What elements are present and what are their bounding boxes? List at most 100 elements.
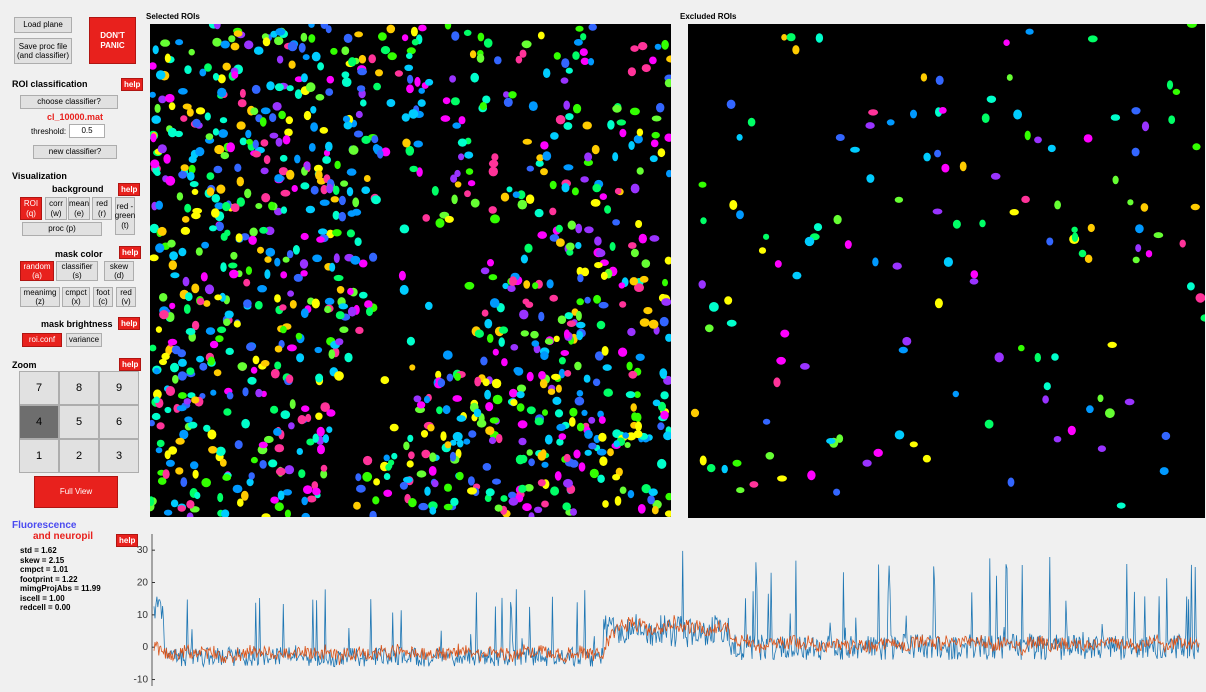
roi-mask — [1024, 130, 1031, 141]
roi-mask — [169, 251, 178, 261]
roi-mask — [1141, 121, 1150, 132]
zoom-key-9[interactable]: 9 — [99, 371, 139, 405]
roi-mask — [209, 340, 219, 349]
roi-mask — [209, 225, 217, 232]
roi-mask — [301, 496, 308, 506]
background-mean-button[interactable]: mean (e) — [68, 197, 90, 220]
mask-brightness-roiconf-button[interactable]: roi.conf — [22, 333, 62, 347]
roi-mask — [636, 167, 644, 175]
mask-color-help-button[interactable]: help — [119, 246, 142, 259]
roi-mask — [163, 154, 171, 164]
mask-color-random-button[interactable]: random (a) — [20, 261, 54, 281]
roi-mask — [326, 75, 335, 84]
roi-mask — [310, 122, 318, 132]
roi-mask — [485, 426, 495, 435]
roi-mask — [484, 494, 492, 503]
roi-mask — [308, 143, 316, 152]
load-plane-button[interactable]: Load plane — [14, 17, 72, 33]
roi-mask — [510, 344, 519, 351]
mask-brightness-help-button[interactable]: help — [118, 317, 141, 330]
roi-mask — [552, 396, 562, 405]
roi-mask — [305, 205, 316, 214]
background-help-button[interactable]: help — [118, 183, 141, 196]
roi-mask — [450, 174, 458, 183]
roi-mask — [280, 325, 287, 334]
roi-mask — [356, 484, 366, 493]
roi-mask — [865, 122, 875, 129]
roi-mask — [510, 399, 518, 406]
roi-mask — [183, 304, 191, 314]
zoom-key-7[interactable]: 7 — [19, 371, 59, 405]
roi-mask — [575, 310, 582, 321]
roi-mask — [328, 349, 336, 359]
roi-mask — [292, 245, 300, 255]
full-view-button[interactable]: Full View — [34, 476, 118, 508]
excluded-rois-image[interactable] — [688, 24, 1205, 518]
roi-mask — [575, 223, 583, 234]
selected-rois-image[interactable] — [150, 24, 671, 517]
background-roi-button[interactable]: ROI (q) — [20, 197, 42, 220]
save-proc-button[interactable]: Save proc file (and classifier) — [14, 38, 72, 64]
zoom-key-4[interactable]: 4 — [19, 405, 59, 439]
zoom-help-button[interactable]: help — [119, 358, 142, 371]
zoom-key-1[interactable]: 1 — [19, 439, 59, 473]
roi-mask — [179, 429, 189, 440]
roi-mask — [371, 195, 381, 205]
roi-mask — [250, 456, 258, 464]
mask-color-classifier-button[interactable]: classifier (s) — [56, 261, 98, 281]
mask-color-meanimg-button[interactable]: meanimg (z) — [20, 287, 60, 307]
roi-mask — [636, 128, 644, 137]
zoom-key-8[interactable]: 8 — [59, 371, 99, 405]
roi-mask — [180, 226, 191, 235]
mask-color-cmpct-button[interactable]: cmpct (x) — [62, 287, 90, 307]
background-proc-button[interactable]: proc (p) — [22, 222, 102, 236]
roi-mask — [625, 391, 636, 399]
roi-mask — [526, 165, 534, 172]
roi-mask — [348, 57, 357, 67]
roi-mask — [322, 155, 331, 164]
new-classifier-button[interactable]: new classifier? — [33, 145, 117, 159]
roi-mask — [1054, 200, 1061, 210]
threshold-input[interactable]: 0.5 — [69, 124, 105, 138]
roi-mask — [435, 218, 445, 228]
mask-color-foot-button[interactable]: foot (c) — [93, 287, 113, 307]
roi-mask — [333, 253, 340, 264]
roi-mask — [268, 459, 278, 468]
roi-mask — [275, 467, 286, 476]
background-corr-button[interactable]: corr (w) — [45, 197, 67, 220]
zoom-key-6[interactable]: 6 — [99, 405, 139, 439]
roi-mask — [154, 170, 161, 176]
roi-classification-help-button[interactable]: help — [121, 78, 144, 91]
trace-plot[interactable]: -10 0 10 20 30 — [120, 530, 1206, 690]
dont-panic-button[interactable]: DON'T PANIC — [89, 17, 136, 64]
roi-mask — [215, 446, 226, 456]
roi-mask — [850, 146, 860, 153]
roi-mask — [159, 293, 168, 302]
zoom-key-5[interactable]: 5 — [59, 405, 99, 439]
roi-mask — [223, 318, 231, 327]
roi-mask — [508, 91, 517, 99]
roi-mask — [356, 85, 366, 92]
zoom-key-2[interactable]: 2 — [59, 439, 99, 473]
roi-mask — [280, 206, 288, 214]
roi-mask — [220, 40, 230, 49]
background-red-button[interactable]: red (r) — [92, 197, 112, 220]
zoom-key-3[interactable]: 3 — [99, 439, 139, 473]
roi-mask — [600, 271, 608, 280]
mask-color-red-button[interactable]: red (v) — [116, 287, 136, 307]
roi-mask — [154, 103, 161, 113]
choose-classifier-button[interactable]: choose classifier? — [20, 95, 118, 109]
roi-mask — [201, 241, 209, 249]
roi-mask — [263, 155, 271, 165]
mask-color-skew-button[interactable]: skew (d) — [104, 261, 134, 281]
roi-mask — [300, 270, 308, 277]
trace-help-button[interactable]: help — [116, 534, 139, 547]
roi-mask — [474, 376, 482, 387]
mask-brightness-variance-button[interactable]: variance — [66, 333, 102, 347]
roi-mask — [420, 430, 429, 438]
roi-mask — [629, 277, 639, 286]
roi-mask — [626, 361, 633, 371]
roi-mask — [334, 160, 341, 170]
background-red-green-button[interactable]: red - green (t) — [115, 197, 135, 235]
roi-mask — [1127, 199, 1134, 206]
